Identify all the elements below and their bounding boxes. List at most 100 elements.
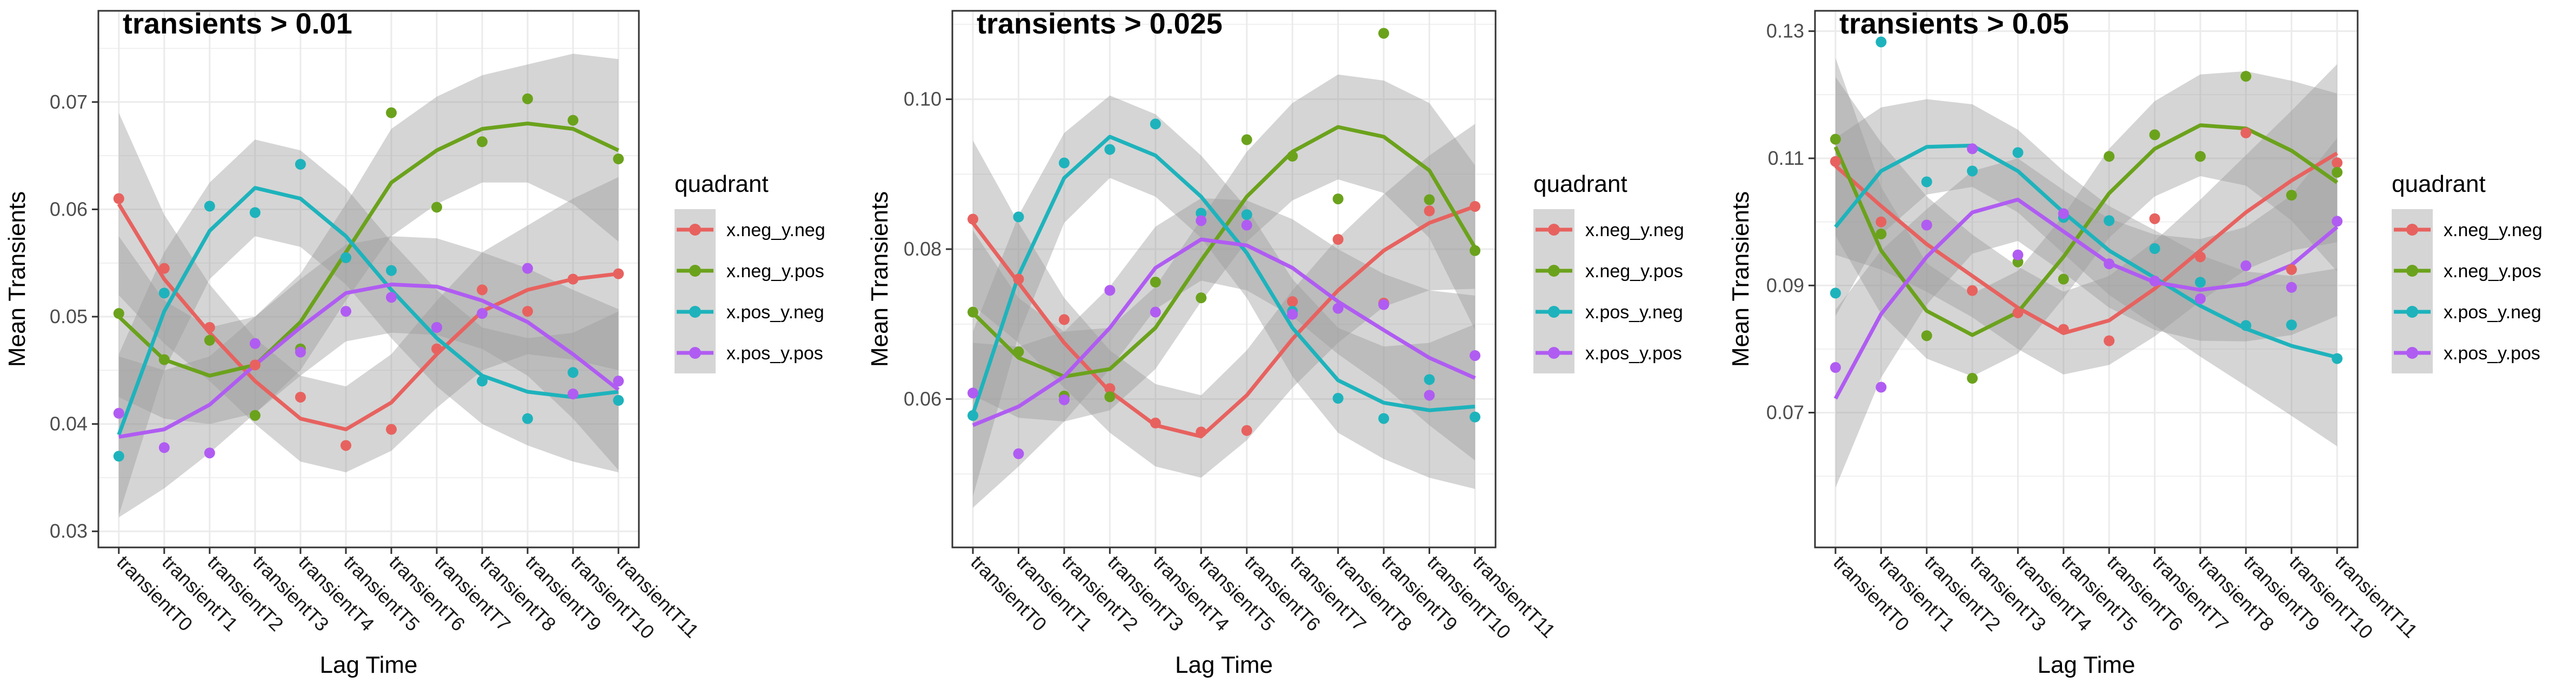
confidence-band-x.pos_y.pos	[973, 198, 1475, 508]
trend-line-x.pos_y.neg	[117, 186, 619, 436]
data-point-x.neg_y.neg	[568, 273, 579, 285]
data-point-x.neg_y.neg	[386, 424, 397, 435]
data-point-x.pos_y.pos	[340, 306, 351, 317]
data-point-x.neg_y.neg	[1241, 425, 1252, 436]
data-point-x.pos_y.neg	[1104, 144, 1116, 155]
data-point-x.neg_y.neg	[1013, 273, 1024, 285]
data-point-x.pos_y.pos	[1058, 394, 1070, 405]
data-point-x.neg_y.neg	[1332, 233, 1344, 245]
data-point-x.pos_y.neg	[2104, 215, 2115, 226]
data-point-x.pos_y.pos	[2149, 276, 2160, 287]
data-point-x.pos_y.pos	[204, 447, 215, 459]
data-point-x.pos_y.pos	[1241, 219, 1252, 231]
data-point-x.pos_y.pos	[295, 346, 306, 358]
data-point-x.pos_y.neg	[2012, 147, 2024, 158]
data-point-x.neg_y.pos	[1830, 133, 1841, 145]
legend-item-x.pos_y.pos: x.pos_y.pos	[675, 332, 823, 373]
data-point-x.neg_y.pos	[522, 93, 533, 104]
data-point-x.neg_y.neg	[295, 391, 306, 403]
x-axis-title: Lag Time	[2038, 652, 2135, 678]
data-point-x.neg_y.neg	[2286, 264, 2297, 275]
data-point-x.pos_y.neg	[295, 158, 306, 170]
legend-key-point	[689, 347, 701, 359]
data-point-x.neg_y.neg	[249, 359, 261, 371]
trend-line-x.pos_y.pos	[118, 282, 620, 439]
trend-line-x.neg_y.neg	[117, 203, 619, 431]
data-point-x.neg_y.pos	[2058, 273, 2069, 285]
data-point-x.pos_y.neg	[2149, 243, 2160, 255]
trend-line-x.pos_y.neg	[971, 135, 1476, 415]
y-tick-label: 0.05	[50, 305, 88, 327]
data-point-x.pos_y.pos	[2194, 293, 2206, 304]
chart-panel-3: 0.070.090.110.13transientT0transientT1tr…	[1727, 8, 2542, 678]
data-point-x.pos_y.neg	[477, 376, 488, 387]
legend-key-point	[1548, 224, 1560, 236]
data-point-x.neg_y.pos	[431, 202, 443, 213]
y-tick-label: 0.13	[1766, 20, 1804, 42]
plot-area	[98, 11, 639, 547]
gridlines	[1815, 11, 2358, 547]
data-point-x.neg_y.pos	[1967, 373, 1978, 384]
data-point-x.pos_y.pos	[1921, 219, 1932, 231]
data-point-x.pos_y.pos	[2012, 249, 2024, 260]
data-point-x.neg_y.neg	[1058, 314, 1070, 325]
legend-key-point	[2406, 265, 2418, 277]
data-point-x.neg_y.neg	[522, 306, 533, 317]
chart-panel-2: 0.060.080.10transientT0transientT1transi…	[866, 8, 1684, 678]
chart-title: transients > 0.05	[1839, 8, 2069, 40]
data-point-x.neg_y.pos	[568, 115, 579, 126]
data-point-x.neg_y.neg	[1876, 216, 1887, 228]
data-point-x.neg_y.pos	[249, 410, 261, 421]
legend-label: x.neg_y.neg	[2444, 220, 2542, 240]
legend-key-point	[1548, 265, 1560, 277]
y-tick-label: 0.06	[904, 387, 942, 410]
plot-area	[952, 11, 1496, 547]
data-point-x.pos_y.neg	[1378, 413, 1390, 424]
data-point-x.neg_y.neg	[2240, 127, 2252, 138]
data-point-x.pos_y.pos	[249, 338, 261, 349]
data-point-x.pos_y.neg	[204, 200, 215, 212]
confidence-band-x.neg_y.neg	[973, 124, 1475, 478]
data-point-x.pos_y.pos	[1104, 285, 1116, 296]
y-tick-label: 0.09	[1766, 274, 1804, 296]
data-point-x.neg_y.neg	[2058, 324, 2069, 335]
y-tick-label: 0.07	[1766, 402, 1804, 424]
legend-label: x.neg_y.neg	[1585, 220, 1684, 240]
data-point-x.neg_y.pos	[113, 308, 124, 319]
panel-border	[97, 10, 640, 548]
legend-label: x.pos_y.pos	[726, 343, 823, 364]
data-point-x.neg_y.neg	[1196, 426, 1207, 438]
legend: quadrant x.neg_y.neg x.neg_y.pos x.pos_y.ne…	[2392, 171, 2542, 373]
chart-title: transients > 0.01	[123, 8, 352, 40]
trend-line-x.pos_y.pos	[972, 237, 1476, 427]
data-point-x.neg_y.pos	[204, 335, 215, 346]
legend-item-x.pos_y.pos: x.pos_y.pos	[2392, 332, 2540, 373]
legend-key-point	[689, 306, 701, 318]
data-point-x.neg_y.pos	[2286, 190, 2297, 201]
trend-line-x.pos_y.pos	[1833, 197, 2339, 400]
legend-key-point	[1548, 306, 1560, 318]
y-tick-label: 0.04	[50, 413, 88, 435]
data-point-x.pos_y.neg	[1150, 118, 1161, 130]
data-point-x.neg_y.pos	[1424, 194, 1435, 205]
trend-line-x.pos_y.neg	[1834, 143, 2338, 359]
data-point-x.pos_y.neg	[967, 410, 979, 421]
confidence-band-x.pos_y.neg	[973, 95, 1475, 497]
data-point-x.pos_y.neg	[2194, 277, 2206, 288]
legend-label: x.pos_y.pos	[2444, 343, 2540, 364]
chart-panel-1: 0.030.040.050.060.07transientT0transient…	[4, 8, 825, 678]
data-point-x.neg_y.pos	[2149, 129, 2160, 141]
data-point-x.neg_y.pos	[2104, 151, 2115, 162]
y-tick-label: 0.08	[904, 238, 942, 260]
legend-item-x.pos_y.neg: x.pos_y.neg	[2392, 291, 2541, 332]
data-point-x.pos_y.neg	[1013, 211, 1024, 223]
data-point-x.neg_y.neg	[431, 343, 443, 354]
legend-title: quadrant	[1533, 171, 1627, 197]
data-point-x.pos_y.neg	[2332, 353, 2343, 364]
legend-item-x.pos_y.neg: x.pos_y.neg	[1533, 291, 1683, 332]
data-point-x.pos_y.neg	[340, 252, 351, 263]
data-point-x.pos_y.pos	[113, 407, 124, 419]
data-point-x.pos_y.pos	[431, 322, 443, 333]
trend-line-x.neg_y.pos	[971, 125, 1477, 379]
series-layer	[113, 53, 624, 518]
